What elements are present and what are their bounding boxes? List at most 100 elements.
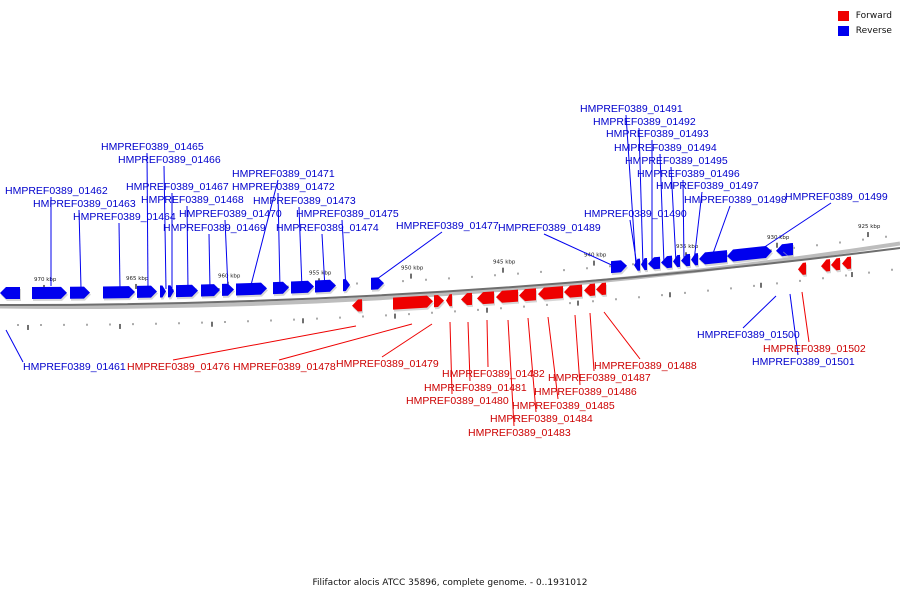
gene-arrow-hmpref0389_01485 bbox=[538, 286, 563, 300]
kbp-tick-label: 965 kbp bbox=[126, 276, 149, 282]
gene-label-hmpref0389_01474: HMPREF0389_01474 bbox=[276, 222, 379, 234]
gene-arrow-hmpref0389_01486 bbox=[564, 284, 582, 298]
gene-arrow-hmpref0389_01480 bbox=[446, 294, 452, 307]
gene-arrow-hmpref0389_01474 bbox=[315, 279, 336, 293]
gene-arrow-hmpref0389_01487 bbox=[584, 283, 595, 296]
gene-label-hmpref0389_01477: HMPREF0389_01477 bbox=[396, 220, 499, 232]
gene-arrow-hmpref0389_01499 bbox=[742, 245, 772, 261]
gene-label-hmpref0389_01475: HMPREF0389_01475 bbox=[296, 208, 399, 220]
leader-line-hmpref0389_01471 bbox=[249, 179, 279, 290]
gene-label-hmpref0389_01464: HMPREF0389_01464 bbox=[73, 211, 176, 223]
gene-label-hmpref0389_01496: HMPREF0389_01496 bbox=[637, 168, 740, 180]
leader-line-hmpref0389_01492 bbox=[638, 127, 644, 267]
gene-label-hmpref0389_01478: HMPREF0389_01478 bbox=[233, 361, 336, 373]
gene-label-hmpref0389_01461: HMPREF0389_01461 bbox=[23, 361, 126, 373]
gene-label-hmpref0389_01501: HMPREF0389_01501 bbox=[752, 356, 855, 368]
gene-arrow-hmpref0389_01478 bbox=[393, 295, 433, 310]
leader-line-hmpref0389_01472 bbox=[277, 192, 281, 290]
gene-label-hmpref0389_01492: HMPREF0389_01492 bbox=[593, 116, 696, 128]
gene-arrow-hmpref0389_01483 bbox=[496, 289, 518, 303]
gene-label-hmpref0389_01494: HMPREF0389_01494 bbox=[614, 142, 717, 154]
genome-caption: Filifactor alocis ATCC 35896, complete g… bbox=[312, 578, 588, 588]
gene-label-hmpref0389_01502: HMPREF0389_01502 bbox=[763, 343, 866, 355]
leader-line-hmpref0389_01489 bbox=[543, 233, 617, 268]
legend-item-reverse: Reverse bbox=[837, 24, 892, 38]
leader-line-hmpref0389_01500 bbox=[742, 295, 777, 329]
leader-line-hmpref0389_01463 bbox=[78, 209, 82, 289]
gene-arrow-hmpref0389_01502 bbox=[798, 262, 806, 275]
leader-line-hmpref0389_01461 bbox=[5, 329, 24, 363]
gene-arrow-hmpref0389_01467 bbox=[168, 285, 174, 298]
leader-line-hmpref0389_01498 bbox=[710, 205, 731, 260]
leader-line-hmpref0389_01487 bbox=[589, 312, 595, 372]
gene-arrow-hmpref0389_01477 bbox=[371, 277, 384, 290]
leader-line-hmpref0389_01468 bbox=[186, 205, 189, 290]
gene-arrow-unlabeled-0 bbox=[821, 259, 830, 272]
gene-label-hmpref0389_01469: HMPREF0389_01469 bbox=[163, 222, 266, 234]
gene-arrow-hmpref0389_01476 bbox=[352, 299, 362, 312]
gene-arrow-hmpref0389_01469 bbox=[201, 284, 220, 297]
gene-label-hmpref0389_01484: HMPREF0389_01484 bbox=[490, 413, 593, 425]
gene-label-hmpref0389_01493: HMPREF0389_01493 bbox=[606, 128, 709, 140]
kbp-tick-label: 960 kbp bbox=[218, 274, 241, 280]
gene-label-hmpref0389_01495: HMPREF0389_01495 bbox=[625, 155, 728, 167]
leader-line-hmpref0389_01485 bbox=[547, 316, 559, 400]
gene-arrow-hmpref0389_01497 bbox=[699, 250, 727, 265]
leader-line-hmpref0389_01501 bbox=[789, 293, 799, 356]
leader-line-hmpref0389_01502 bbox=[801, 291, 810, 343]
kbp-tick-label: 945 kbp bbox=[493, 260, 516, 266]
leader-line-hmpref0389_01469 bbox=[208, 233, 211, 290]
gene-label-hmpref0389_01468: HMPREF0389_01468 bbox=[141, 194, 244, 206]
leader-line-hmpref0389_01479 bbox=[381, 323, 433, 358]
gene-label-hmpref0389_01470: HMPREF0389_01470 bbox=[179, 208, 282, 220]
leader-line-hmpref0389_01497 bbox=[693, 191, 703, 262]
gene-label-hmpref0389_01463: HMPREF0389_01463 bbox=[33, 198, 136, 210]
legend-swatch-reverse bbox=[837, 26, 849, 36]
kbp-tick-label: 940 kbp bbox=[584, 253, 607, 259]
gene-arrow-unlabeled-1 bbox=[831, 257, 840, 271]
gene-label-hmpref0389_01465: HMPREF0389_01465 bbox=[101, 141, 204, 153]
gene-arrow-hmpref0389_01495 bbox=[681, 253, 690, 267]
gene-arrow-hmpref0389_01475 bbox=[343, 279, 350, 292]
gene-arrow-hmpref0389_01463 bbox=[70, 286, 90, 299]
leader-line-hmpref0389_01481 bbox=[467, 321, 471, 382]
gene-label-hmpref0389_01467: HMPREF0389_01467 bbox=[126, 181, 229, 193]
gene-label-hmpref0389_01483: HMPREF0389_01483 bbox=[468, 427, 571, 439]
leader-line-hmpref0389_01495 bbox=[670, 166, 677, 264]
gene-arrow-hmpref0389_01466 bbox=[160, 285, 166, 298]
kbp-tick-label: 970 kbp bbox=[34, 277, 57, 283]
gene-arrow-unlabeled-2 bbox=[842, 256, 851, 270]
gene-arrow-hmpref0389_01492 bbox=[648, 256, 660, 270]
gene-label-hmpref0389_01479: HMPREF0389_01479 bbox=[336, 358, 439, 370]
backbone bbox=[0, 247, 900, 307]
legend-swatch-forward bbox=[837, 11, 849, 21]
gene-label-hmpref0389_01497: HMPREF0389_01497 bbox=[656, 180, 759, 192]
gene-label-hmpref0389_01498: HMPREF0389_01498 bbox=[684, 194, 787, 206]
kbp-tick-label: 925 kbp bbox=[858, 224, 881, 230]
gene-label-hmpref0389_01473: HMPREF0389_01473 bbox=[253, 195, 356, 207]
leader-line-hmpref0389_01482 bbox=[486, 319, 489, 368]
gene-arrow-hmpref0389_01473 bbox=[291, 280, 314, 294]
leader-line-hmpref0389_01486 bbox=[574, 314, 581, 386]
leader-line-hmpref0389_01474 bbox=[321, 233, 326, 290]
gene-label-hmpref0389_01471: HMPREF0389_01471 bbox=[232, 168, 335, 180]
leader-line-hmpref0389_01478 bbox=[278, 323, 413, 361]
gene-label-hmpref0389_01489: HMPREF0389_01489 bbox=[498, 222, 601, 234]
leader-line-hmpref0389_01475 bbox=[341, 219, 347, 290]
leader-line-hmpref0389_01480 bbox=[449, 321, 453, 395]
leader-line-hmpref0389_01465 bbox=[146, 152, 149, 290]
leader-line-hmpref0389_01491 bbox=[625, 114, 637, 267]
gene-arrow-hmpref0389_01494 bbox=[673, 254, 680, 268]
gene-arrow-hmpref0389_01481 bbox=[461, 292, 472, 306]
gene-label-hmpref0389_01482: HMPREF0389_01482 bbox=[442, 368, 545, 380]
gene-arrow-hmpref0389_01465 bbox=[137, 285, 157, 298]
gene-arrow-hmpref0389_01462 bbox=[32, 286, 67, 299]
gene-label-hmpref0389_01476: HMPREF0389_01476 bbox=[127, 361, 230, 373]
gene-arrow-hmpref0389_01479 bbox=[434, 294, 444, 308]
kbp-tick-label: 935 kbp bbox=[676, 244, 699, 250]
gene-label-hmpref0389_01466: HMPREF0389_01466 bbox=[118, 154, 221, 166]
gene-label-hmpref0389_01500: HMPREF0389_01500 bbox=[697, 329, 800, 341]
leader-line-hmpref0389_01488 bbox=[603, 311, 641, 360]
gene-arrow-hmpref0389_01491 bbox=[641, 257, 647, 271]
